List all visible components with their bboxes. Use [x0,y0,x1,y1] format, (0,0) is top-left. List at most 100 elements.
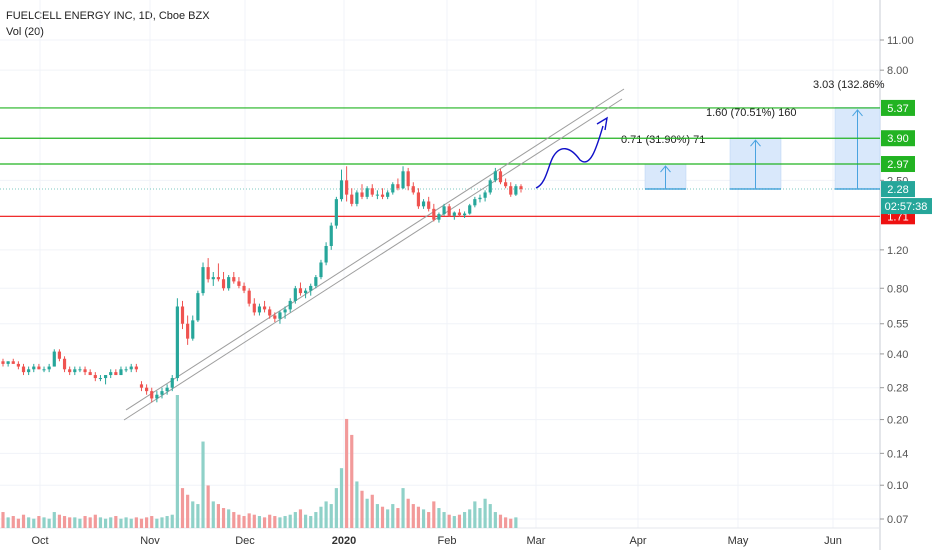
candle-body [406,171,410,187]
volume-bar [462,512,467,528]
y-tick-label: 0.80 [887,283,908,295]
y-tick-label: 0.10 [887,480,908,492]
candle-body [216,277,220,280]
volume-bar [93,514,97,528]
x-tick-label: 2020 [332,535,356,547]
volume-bar [57,514,62,528]
candle-body [237,281,241,286]
volume-bar [124,517,128,528]
candle-body [211,277,215,280]
volume-bar [191,501,195,528]
x-tick-label: Mar [527,535,546,547]
volume-bar [32,518,36,528]
volume-bar [242,516,246,528]
candle-body [319,262,323,278]
volume-bar [447,514,451,528]
volume-bar [509,518,513,528]
volume-bar [221,508,226,528]
candle-body [124,369,128,371]
volume-bar [416,506,421,528]
volume-bar [370,494,374,528]
volume-bar [6,517,10,528]
candle-body [288,300,292,310]
price-level-badge [881,130,915,147]
volume-bar [227,509,231,528]
candle-body [37,366,41,370]
volume-bar [339,468,344,528]
candle-body [457,212,462,216]
volume-bar [375,504,379,528]
candle-body [442,206,446,215]
volume-bar [145,517,149,528]
volume-bar [391,504,395,528]
candle-body [257,306,262,313]
volume-bar [11,516,15,528]
candle-body [221,279,226,289]
candle-body [416,192,421,207]
price-level-badge-label: 2.97 [887,159,908,171]
volume-bar [247,513,251,528]
candle-body [350,194,354,204]
volume-bar [329,504,333,528]
y-tick-label: 11.00 [887,35,914,47]
candle-body [334,199,338,226]
candle-body [206,267,210,280]
candle-body [170,378,174,388]
candle-body [314,277,318,286]
volume-bar [186,494,190,528]
candle-body [155,394,159,399]
volume-bar [298,509,303,528]
candle-body [242,285,246,291]
candle-body [1,361,5,364]
y-tick-label: 0.28 [887,383,908,395]
candle-body [11,361,15,364]
candle-body [421,201,426,207]
candle-body [504,182,508,187]
projection-arrowhead [852,109,863,117]
volume-bar [452,516,456,528]
volume-bar [175,395,179,528]
candle-body [232,277,236,282]
volume-bar [180,488,185,528]
volume-bar [283,516,287,528]
volume-bar [483,498,487,528]
candle-body [329,225,333,246]
price-level-badge [881,156,915,173]
candle-body [365,188,369,197]
volume-bar [288,514,292,528]
volume-bar [62,516,67,528]
x-tick-label: Feb [438,535,457,547]
candle-body [165,387,169,392]
candle-body [468,205,472,214]
projection-arrowhead [660,165,671,173]
candle-body [57,351,62,359]
volume-bar [134,517,138,528]
candle-body [196,293,200,321]
volume-bar [268,514,272,528]
volume-bar [442,512,446,528]
candle-body [52,351,56,367]
channel-upper-line [125,88,625,411]
volume-bar [401,488,405,528]
candle-body [227,277,231,289]
candle-body [180,306,185,324]
candle-body [73,369,77,373]
countdown-badge [881,198,932,215]
price-level-badge-label: 2.28 [887,184,908,196]
candle-body [145,387,149,392]
volume-bar [304,514,308,528]
candle-body [375,194,379,196]
volume-bar [406,498,410,528]
volume-bar [201,441,205,528]
x-tick-label: Dec [235,535,255,547]
volume-bar [432,501,436,528]
candle-body [247,290,251,304]
candle-body [150,391,154,399]
volume-bar [380,506,385,528]
candle-body [134,366,138,370]
volume-bar [411,504,415,528]
volume-bar [196,504,200,528]
candle-body [175,306,179,379]
candle-body [252,303,256,313]
